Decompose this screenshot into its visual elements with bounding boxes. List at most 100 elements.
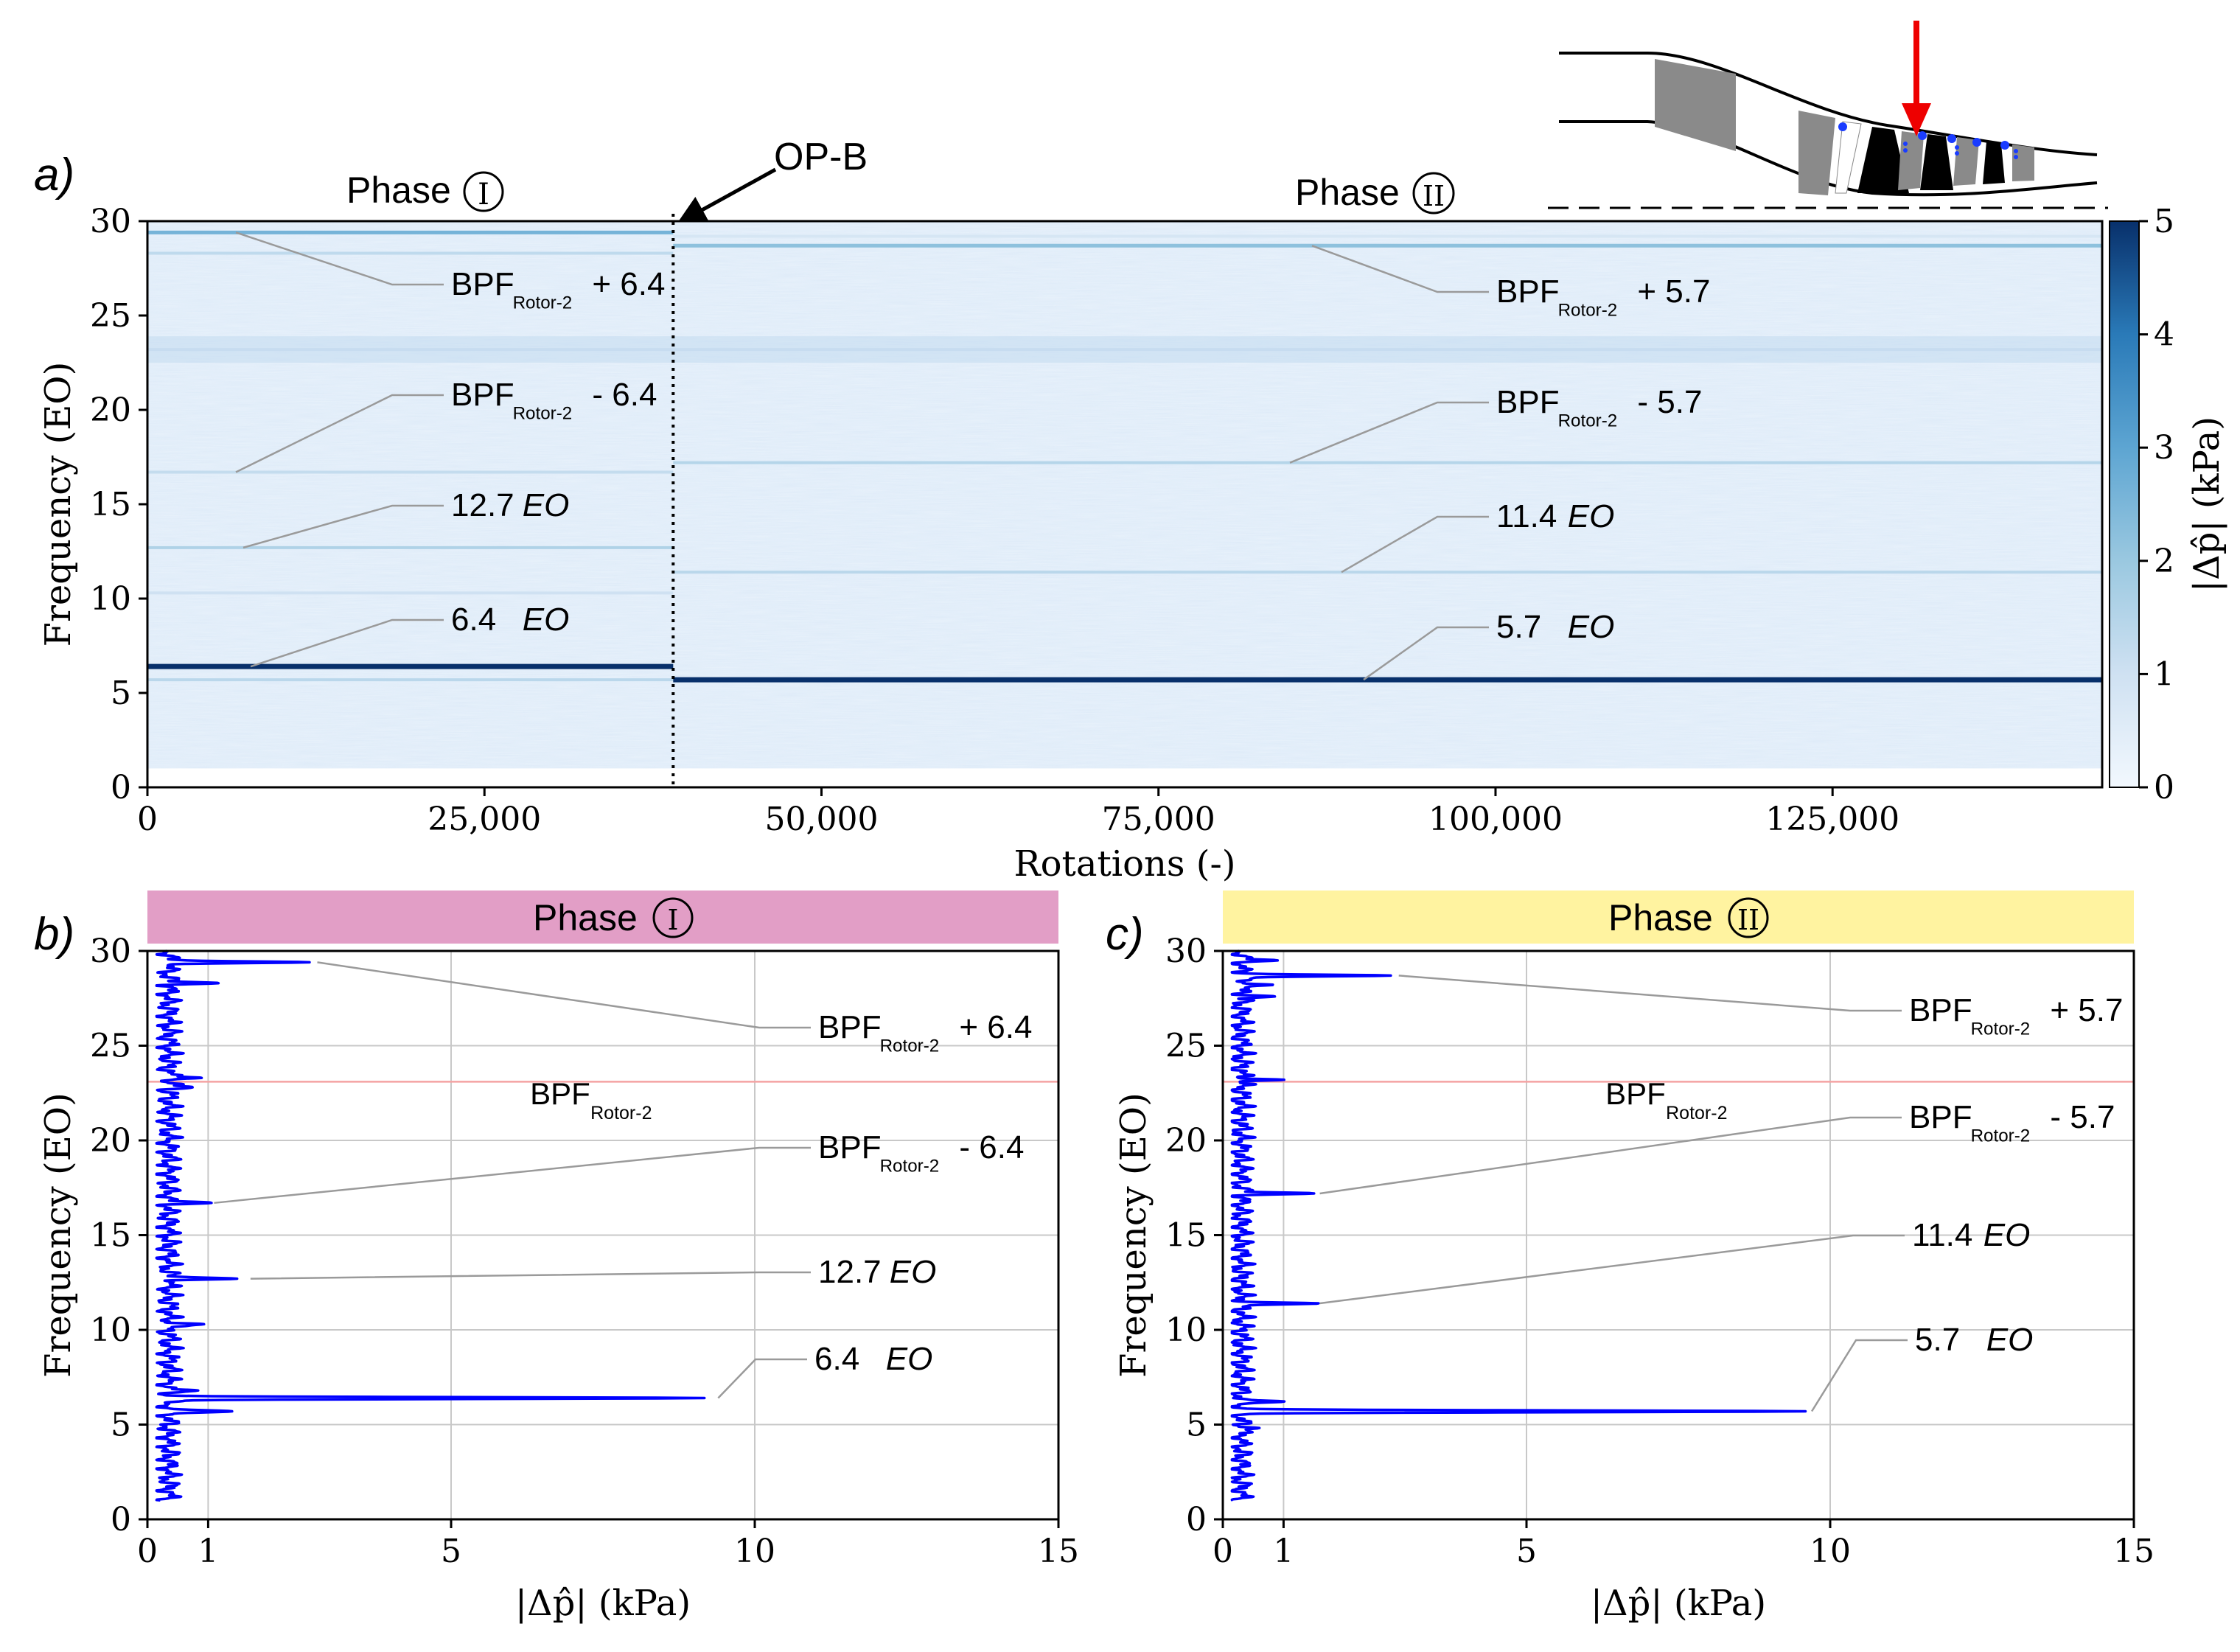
bpf-label-subscript: Rotor-2 (590, 1103, 652, 1123)
x-tick-label: 15 (2113, 1533, 2154, 1570)
x-tick-label: 25,000 (428, 801, 541, 838)
y-tick-label: 0 (111, 769, 131, 806)
x-axis-label: |Δp̂| (kPa) (515, 1583, 691, 1624)
bpf-offset-text: - 5.7 (1637, 384, 1702, 420)
y-tick-label: 10 (90, 1311, 131, 1349)
eo-unit-text: EO (523, 487, 570, 523)
colorbar-gradient (2109, 220, 2140, 788)
phase2-header: Phase II (1295, 172, 1455, 215)
phase1-text: Phase (346, 170, 451, 211)
panel-a-label: a) (34, 150, 74, 201)
phase-title-num: II (1737, 904, 1759, 936)
colorbar-tick-label: 3 (2154, 429, 2174, 467)
annotation-leader (1341, 515, 1489, 574)
annotation-leader (1363, 626, 1489, 681)
colorbar: 0 1 2 3 4 5 |Δp̂| (kPa) (2109, 203, 2227, 806)
annotation-leader (243, 504, 444, 549)
spectrum-line (1230, 949, 1807, 1502)
phase2-num: II (1423, 180, 1445, 212)
colorbar-tick-label: 2 (2154, 543, 2174, 580)
annotation-leader (317, 961, 811, 1029)
bpf-offset-text: - 6.4 (959, 1129, 1024, 1165)
y-tick-label: 10 (1165, 1311, 1207, 1349)
annotation-leader (1311, 245, 1489, 293)
eo-value-text: 6.4 (451, 602, 496, 638)
x-tick-label: 5 (1516, 1533, 1537, 1570)
y-tick-label: 15 (90, 486, 131, 523)
bpf-offset-text: + 6.4 (959, 1009, 1032, 1045)
bpf-base-text: BPF (451, 266, 514, 302)
eo-value-text: 12.7 (818, 1254, 882, 1290)
colorbar-tick-label: 4 (2154, 316, 2174, 354)
phase-title-text: Phase (533, 897, 638, 938)
y-tick-label: 5 (1186, 1407, 1207, 1444)
bpf-base-text: BPF (818, 1009, 882, 1045)
y-tick-label: 5 (111, 675, 131, 712)
y-tick-label: 20 (90, 1122, 131, 1160)
bpf-base-text: BPF (1496, 384, 1560, 420)
eo-unit-text: EO (890, 1254, 937, 1290)
y-tick-label: 5 (111, 1407, 131, 1444)
eo-value-text: 12.7 (451, 487, 514, 523)
eo-value-text: 5.7 (1496, 609, 1541, 645)
annotation-label: 5.7 EO (1496, 609, 1614, 645)
x-tick-label: 50,000 (764, 801, 878, 838)
y-tick-label: 10 (90, 580, 131, 618)
annotation-leader (1289, 401, 1489, 464)
phase2-text: Phase (1295, 172, 1400, 213)
colorbar-label: |Δp̂| (kPa) (2186, 417, 2227, 592)
y-axis-label: Frequency (EO) (38, 1092, 79, 1378)
no-data-strip (147, 768, 2102, 787)
y-tick-label: 30 (90, 933, 131, 970)
annotation-leader (235, 394, 444, 473)
bpf-subscript: Rotor-2 (880, 1156, 940, 1176)
x-tick-label: 125,000 (1765, 801, 1899, 838)
annotation-label: 12.7 EO (818, 1254, 936, 1290)
y-tick-label: 15 (1165, 1217, 1207, 1255)
phase-title-bar: Phase I (147, 891, 1058, 944)
spectrum-line (155, 949, 706, 1502)
bpf-base-text: BPF (1909, 992, 1972, 1028)
phase-title-background (147, 891, 1058, 944)
y-tick-label: 15 (90, 1217, 131, 1255)
y-tick-label: 25 (90, 297, 131, 335)
bpf-subscript: Rotor-2 (513, 403, 573, 423)
eo-unit-text: EO (1568, 498, 1615, 534)
annotation-label: 12.7 EO (451, 487, 569, 523)
phase1-header: Phase I (346, 170, 504, 212)
heatmap-noise (147, 221, 2102, 773)
bpf-label-text: BPF (530, 1076, 590, 1111)
panel-c-label: c) (1106, 909, 1144, 960)
x-tick-label: 0 (1213, 1533, 1233, 1570)
eo-unit-text: EO (886, 1341, 933, 1377)
x-tick-label: 0 (137, 1533, 158, 1570)
phase2-circle (1412, 172, 1455, 215)
annotation-leader (235, 231, 444, 286)
y-tick-label: 0 (1186, 1501, 1207, 1538)
x-tick-label: 100,000 (1428, 801, 1563, 838)
x-tick-label: 1 (1273, 1533, 1294, 1570)
phase1-circle (463, 171, 504, 212)
eo-value-text: 6.4 (814, 1341, 859, 1377)
bpf-subscript: Rotor-2 (1558, 411, 1618, 431)
eo-value-text: 11.4 (1912, 1217, 1972, 1253)
x-tick-label: 15 (1038, 1533, 1079, 1570)
y-tick-label: 20 (90, 391, 131, 429)
annotation-label: 5.7 EO (1915, 1322, 2033, 1358)
annotation-leader (1810, 1339, 1908, 1412)
bpf-subscript: Rotor-2 (880, 1036, 940, 1056)
annotation-label: 6.4 EO (814, 1341, 932, 1377)
phase1-num: I (478, 178, 489, 212)
bpf-base-text: BPF (818, 1129, 882, 1165)
annotation-leader (250, 618, 444, 668)
eo-value-text: 11.4 (1496, 498, 1557, 534)
y-tick-label: 25 (1165, 1028, 1207, 1065)
panel-b-label: b) (34, 909, 74, 960)
